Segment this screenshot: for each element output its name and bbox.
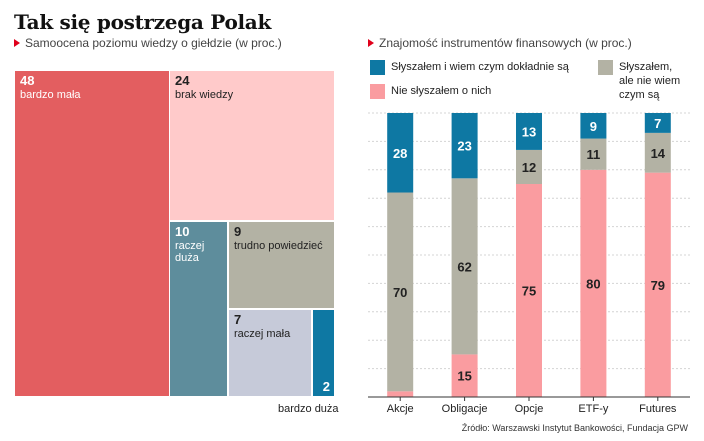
- bar-segment: [451, 178, 478, 355]
- tile-value: 24: [175, 73, 190, 88]
- tile-label: trudno powiedzieć: [234, 240, 323, 252]
- treemap-tile-bardzo-mala: 48 bardzo mała: [15, 71, 169, 396]
- legend-item-nie-slyszalem: Nie słyszałem o nich: [370, 84, 491, 99]
- tile-value: 9: [234, 224, 242, 239]
- bar-segment: [516, 149, 542, 184]
- bar-segment: [580, 113, 607, 139]
- bar-segment: [387, 192, 414, 392]
- legend-label: Słyszałem i wiem czym dokładnie są: [391, 61, 569, 73]
- tile-label: brak wiedzy: [175, 89, 234, 101]
- bar-segment: [516, 113, 542, 150]
- legend-item-nie-wiem: Słyszałem, ale nie wiem czym są: [598, 60, 688, 102]
- tile-value: 7: [234, 312, 242, 327]
- legend-swatch: [598, 60, 613, 75]
- bar-segment: [644, 172, 671, 397]
- data-label: 28: [393, 146, 407, 161]
- treemap-subtitle-text: Samoocena poziomu wiedzy o giełdzie (w p…: [25, 36, 282, 50]
- bar-segment: [644, 132, 671, 173]
- data-label: 23: [457, 139, 471, 154]
- legend-item-wiem: Słyszałem i wiem czym dokładnie są: [370, 60, 569, 75]
- data-label: 14: [651, 146, 666, 161]
- treemap-tile-trudno-powiedziec: 9 trudno powiedzieć: [229, 222, 334, 308]
- legend-label: Słyszałem, ale nie wiem czym są: [619, 61, 681, 101]
- bar-chart-subtitle-text: Znajomość instrumentów finansowych (w pr…: [379, 36, 632, 50]
- data-label: 11: [587, 147, 601, 162]
- triangle-marker-icon: [368, 39, 374, 47]
- tile-label: raczej mała: [234, 328, 291, 340]
- tile-value: 10: [175, 224, 190, 239]
- x-tick-label: Akcje: [387, 403, 414, 415]
- data-label: 7: [654, 116, 661, 131]
- legend-swatch: [370, 60, 385, 75]
- data-label: 15: [457, 369, 471, 384]
- x-tick-label: ETF-y: [578, 403, 608, 415]
- legend-label: Nie słyszałem o nich: [391, 85, 492, 97]
- data-label: 79: [651, 278, 665, 293]
- data-label: 62: [457, 259, 471, 274]
- x-tick-label: Futures: [639, 403, 677, 415]
- triangle-marker-icon: [14, 39, 20, 47]
- bar-segment: [451, 354, 478, 397]
- data-label: 80: [586, 276, 600, 291]
- bar-segment: [451, 113, 478, 179]
- treemap-tile-brak-wiedzy: 24 brak wiedzy: [170, 71, 334, 220]
- treemap-label-bardzo-duza: bardzo duża: [278, 403, 339, 415]
- bar-segment: [644, 113, 671, 133]
- page-title: Tak się postrzega Polak: [14, 10, 271, 34]
- treemap-tile-bardzo-duza: 2: [313, 310, 334, 396]
- x-tick-label: Obligacje: [442, 403, 488, 415]
- bar-segment: [516, 184, 542, 397]
- data-label: 9: [590, 119, 597, 134]
- bar-chart-subtitle: Znajomość instrumentów finansowych (w pr…: [368, 36, 632, 50]
- tile-label: bardzo mała: [20, 89, 81, 101]
- source-note: Źródło: Warszawski Instytut Bankowości, …: [461, 423, 688, 433]
- data-label: 70: [393, 285, 407, 300]
- legend-swatch: [370, 84, 385, 99]
- treemap-tile-raczej-mala: 7 raczej mała: [229, 310, 311, 396]
- tile-label: raczej duża: [175, 240, 205, 264]
- data-label: 12: [522, 160, 536, 175]
- x-tick-label: Opcje: [515, 403, 544, 415]
- data-label: 75: [522, 284, 536, 299]
- bar-segment: [580, 138, 607, 170]
- bar-segment: [387, 391, 414, 397]
- bar-segment: [580, 169, 607, 397]
- data-label: 13: [522, 124, 536, 139]
- tile-value: 2: [322, 379, 330, 394]
- bar-segment: [387, 113, 414, 193]
- treemap-subtitle: Samoocena poziomu wiedzy o giełdzie (w p…: [14, 36, 282, 50]
- tile-value: 48: [20, 73, 35, 88]
- treemap-tile-raczej-duza: 10 raczej duża: [170, 222, 227, 396]
